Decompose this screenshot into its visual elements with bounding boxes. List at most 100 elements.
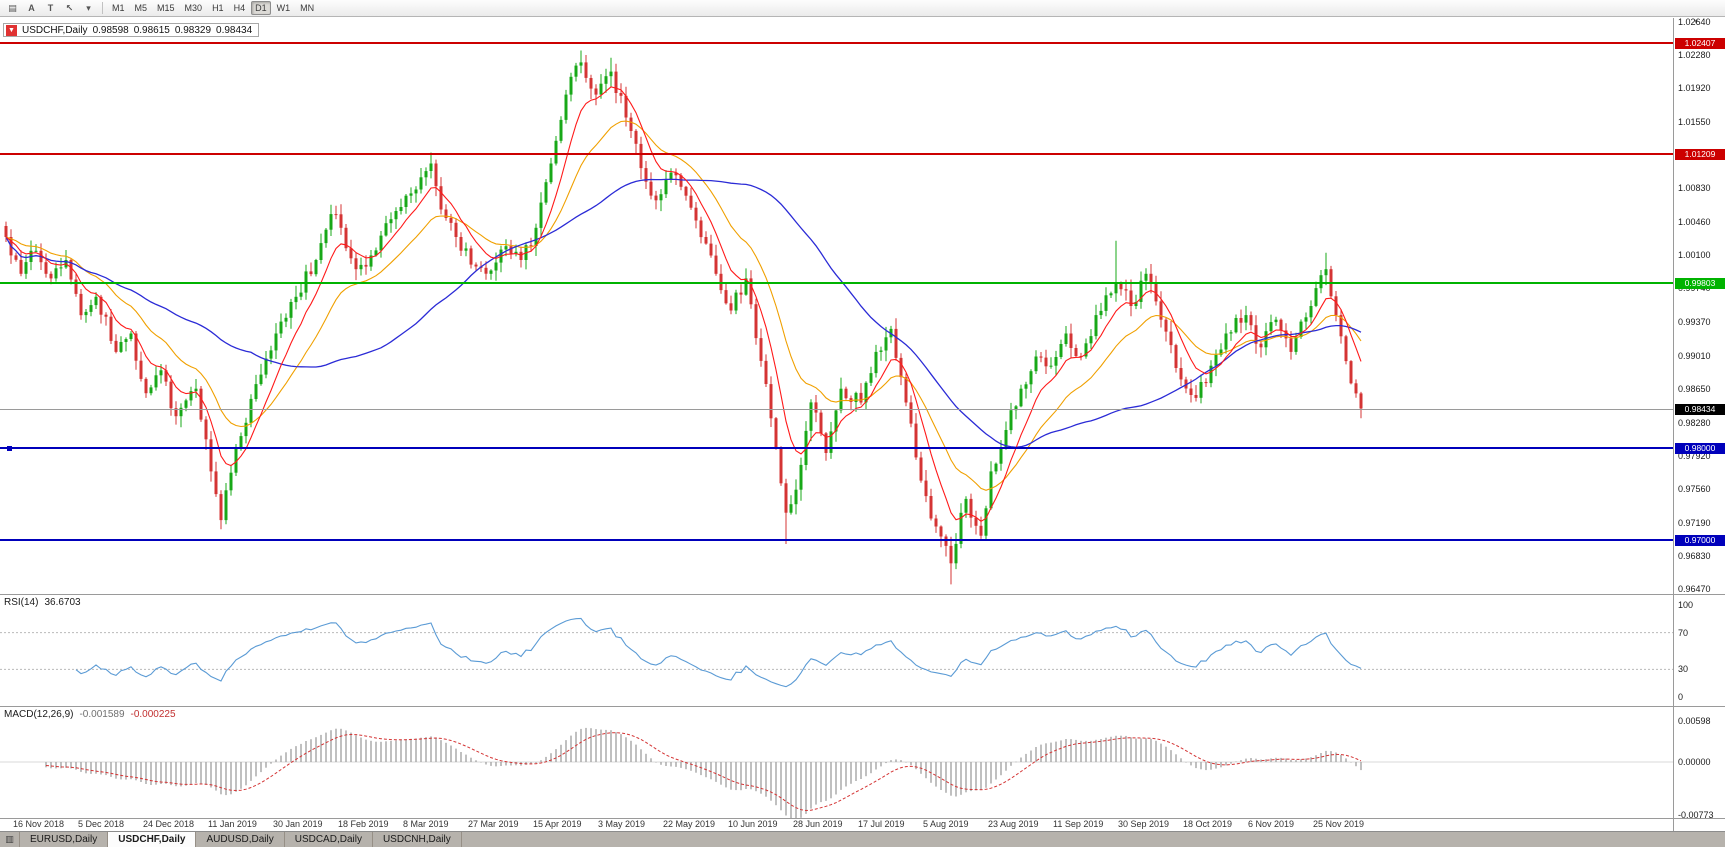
date-label: 3 May 2019 [598, 819, 646, 829]
rsi-name: RSI(14) [4, 597, 39, 608]
price-tick-label: 0.97190 [1678, 518, 1711, 528]
tab-eurusd-daily[interactable]: EURUSD,Daily [20, 832, 109, 847]
date-label: 5 Aug 2019 [923, 819, 969, 829]
chart-tabs-list: EURUSD,Daily USDCHF,Daily AUDUSD,Daily USDC… [20, 832, 462, 847]
text-label-button[interactable]: T [47, 3, 54, 13]
open-value: 0.98598 [92, 24, 129, 36]
price-tick-label: 0.99010 [1678, 351, 1711, 361]
timeframe-h4-button[interactable]: H4 [233, 3, 246, 13]
line-drag-handle[interactable] [7, 446, 12, 451]
macd-tick-label: -0.00773 [1678, 810, 1714, 820]
timeframe-m1-button[interactable]: M1 [112, 3, 125, 13]
bid-price-line [0, 409, 1673, 410]
macd-label: MACD(12,26,9) -0.001589 -0.000225 [4, 709, 176, 720]
timeframe-mn-button[interactable]: MN [300, 3, 315, 13]
price-tick-label: 1.00830 [1678, 183, 1711, 193]
date-label: 5 Dec 2018 [78, 819, 125, 829]
top-toolbar: ▤ A T ↖ ▾ M1 M5 M15 M30 H1 H4 D1 W1 MN [0, 0, 1725, 17]
price-level-label: 0.97000 [1675, 535, 1725, 546]
tools-dropdown-button[interactable]: ▾ [86, 3, 91, 13]
price-tick-label: 0.99370 [1678, 317, 1711, 327]
one-click-trading-button[interactable]: ▼ [6, 24, 17, 36]
tab-usdcnh-daily[interactable]: USDCNH,Daily [373, 832, 462, 847]
low-value: 0.98329 [174, 24, 212, 36]
price-tick-label: 0.97920 [1678, 451, 1711, 461]
rsi-panel[interactable]: RSI(14) 36.6703 [0, 595, 1673, 706]
date-label: 18 Feb 2019 [338, 819, 389, 829]
rsi-tick-label: 0 [1678, 692, 1684, 702]
cursor-tool-button[interactable]: ↖ [65, 3, 74, 13]
date-label: 30 Sep 2019 [1118, 819, 1170, 829]
tool-buttons-group: ▤ A T ↖ ▾ [3, 1, 98, 15]
timeframe-m5-button[interactable]: M5 [134, 3, 148, 13]
axis-separator [0, 818, 1725, 819]
support-line[interactable] [0, 447, 1673, 449]
date-label: 30 Jan 2019 [273, 819, 323, 829]
rsi-tick-label: 70 [1678, 628, 1689, 638]
macd-tick-label: 0.00000 [1678, 757, 1711, 767]
macd-tick-label: 0.00598 [1678, 716, 1711, 726]
date-label: 6 Nov 2019 [1248, 819, 1295, 829]
price-tick-label: 1.00460 [1678, 217, 1711, 227]
macd-name: MACD(12,26,9) [4, 709, 74, 720]
price-tick-label: 1.01550 [1678, 117, 1711, 127]
rsi-tick-label: 30 [1678, 664, 1689, 674]
panel-separator[interactable] [0, 706, 1725, 707]
price-tick-label: 0.98280 [1678, 418, 1711, 428]
macd-signal-value: -0.000225 [130, 709, 176, 720]
date-label: 23 Aug 2019 [988, 819, 1039, 829]
rsi-value: 36.6703 [44, 597, 81, 608]
timeframe-d1-button[interactable]: D1 [251, 1, 271, 15]
date-label: 16 Nov 2018 [13, 819, 65, 829]
candlestick-canvas [4, 50, 1363, 585]
high-value: 0.98615 [133, 24, 170, 36]
tab-usdchf-daily[interactable]: USDCHF,Daily [108, 832, 197, 847]
timeframe-w1-button[interactable]: W1 [276, 3, 291, 13]
timeframe-m30-button[interactable]: M30 [184, 3, 203, 13]
chart-type-button[interactable]: ▤ [8, 3, 17, 13]
time-axis[interactable]: 16 Nov 2018 5 Dec 2018 24 Dec 2018 11 Jan 2… [0, 819, 1673, 831]
symbol-ohlc-box: ▼ USDCHF,Daily 0.98598 0.98615 0.98329 0… [3, 23, 260, 37]
date-label: 28 Jun 2019 [793, 819, 843, 829]
date-label: 15 Apr 2019 [533, 819, 582, 829]
date-label: 22 May 2019 [663, 819, 716, 829]
price-tick-label: 0.97560 [1678, 484, 1711, 494]
price-scale-arrow-icon[interactable]: ▾ [1694, 17, 1699, 26]
timeframe-h1-button[interactable]: H1 [212, 3, 224, 13]
macd-panel[interactable]: MACD(12,26,9) -0.001589 -0.000225 [0, 707, 1673, 818]
price-scale[interactable]: ▾ 1.026401.022801.019201.015501.011901.0… [1673, 17, 1725, 831]
toolbar-separator [102, 2, 103, 14]
font-button[interactable]: A [28, 3, 35, 13]
rsi-label: RSI(14) 36.6703 [4, 597, 81, 608]
timeframe-m15-button[interactable]: M15 [157, 3, 175, 13]
price-tick-label: 0.96830 [1678, 551, 1711, 561]
price-level-label: 0.99803 [1675, 278, 1725, 289]
price-tick-label: 1.00100 [1678, 250, 1711, 260]
support-line[interactable] [0, 539, 1673, 541]
date-label: 8 Mar 2019 [403, 819, 449, 829]
resistance-line[interactable] [0, 42, 1673, 44]
price-level-label: 1.02407 [1675, 38, 1725, 49]
date-label: 10 Jun 2019 [728, 819, 778, 829]
tab-usdcad-daily[interactable]: USDCAD,Daily [285, 832, 373, 847]
price-chart-panel[interactable]: ▼ USDCHF,Daily 0.98598 0.98615 0.98329 0… [0, 18, 1673, 594]
rsi-canvas [0, 617, 1673, 688]
timeframe-buttons-group: M1 M5 M15 M30 H1 H4 D1 W1 MN [107, 1, 319, 15]
price-level-label: 0.98434 [1675, 404, 1725, 415]
date-label: 11 Sep 2019 [1053, 819, 1104, 829]
resistance-line[interactable] [0, 153, 1673, 155]
price-tick-label: 1.01920 [1678, 83, 1711, 93]
price-tick-label: 0.98650 [1678, 384, 1711, 394]
price-level-label: 1.01209 [1675, 149, 1725, 160]
date-label: 24 Dec 2018 [143, 819, 195, 829]
macd-canvas [0, 727, 1673, 818]
macd-main-value: -0.001589 [79, 709, 125, 720]
close-value: 0.98434 [216, 24, 253, 36]
price-tick-label: 1.02640 [1678, 17, 1711, 27]
panel-separator[interactable] [0, 594, 1725, 595]
tabbar-menu-icon[interactable]: ▥ [0, 832, 20, 847]
price-tick-label: 1.02280 [1678, 50, 1711, 60]
support-resistance-line[interactable] [0, 282, 1673, 284]
tab-audusd-daily[interactable]: AUDUSD,Daily [196, 832, 285, 847]
